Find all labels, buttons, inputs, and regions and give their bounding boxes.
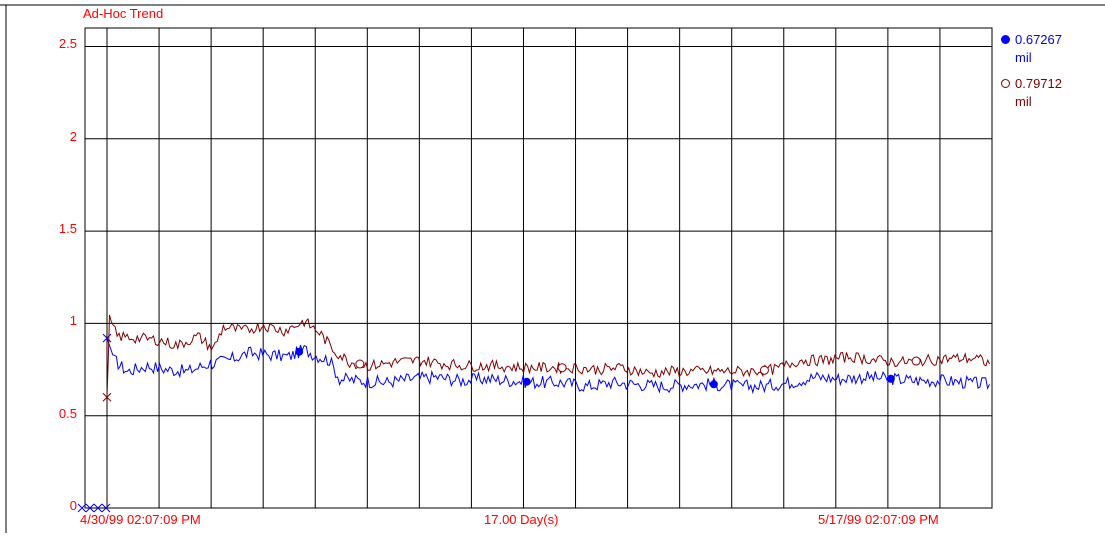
start-cross-marker <box>102 333 112 343</box>
legend-unit: mil <box>1015 50 1032 65</box>
legend-value: 0.79712 <box>1015 76 1062 91</box>
y-tick-label: 1 <box>69 313 77 329</box>
origin-cross-marker <box>77 503 87 513</box>
legend-unit: mil <box>1015 94 1032 109</box>
y-tick-label: 0 <box>69 498 77 513</box>
plot-area <box>84 27 993 509</box>
y-tick-label: 2 <box>69 128 77 144</box>
series-point <box>295 347 304 356</box>
series-point <box>557 363 567 373</box>
series-line <box>106 314 990 398</box>
series-point <box>759 365 769 375</box>
x-end-label: 5/17/99 02:07:09 PM <box>818 512 939 527</box>
y-tick-label: 2.5 <box>58 36 77 52</box>
chart-title: Ad-Hoc Trend <box>83 6 164 21</box>
series-point <box>886 374 895 383</box>
origin-cross-marker <box>85 503 95 513</box>
series-point <box>522 377 531 386</box>
y-tick-label: 1.5 <box>58 221 77 237</box>
origin-cross-marker <box>101 503 111 513</box>
y-tick-label: 0.5 <box>58 405 77 421</box>
x-start-label: 4/30/99 02:07:09 PM <box>80 512 201 527</box>
series-point <box>911 356 921 366</box>
series-point <box>709 380 718 389</box>
legend-filled-circle-icon <box>1001 35 1010 44</box>
legend-open-circle-icon <box>1001 79 1010 88</box>
legend-value: 0.67267 <box>1015 32 1062 47</box>
series-line <box>106 338 990 395</box>
x-span-label: 17.00 Day(s) <box>484 512 559 527</box>
series-point <box>355 359 365 369</box>
start-cross-marker <box>102 392 112 402</box>
origin-cross-marker <box>93 503 103 513</box>
